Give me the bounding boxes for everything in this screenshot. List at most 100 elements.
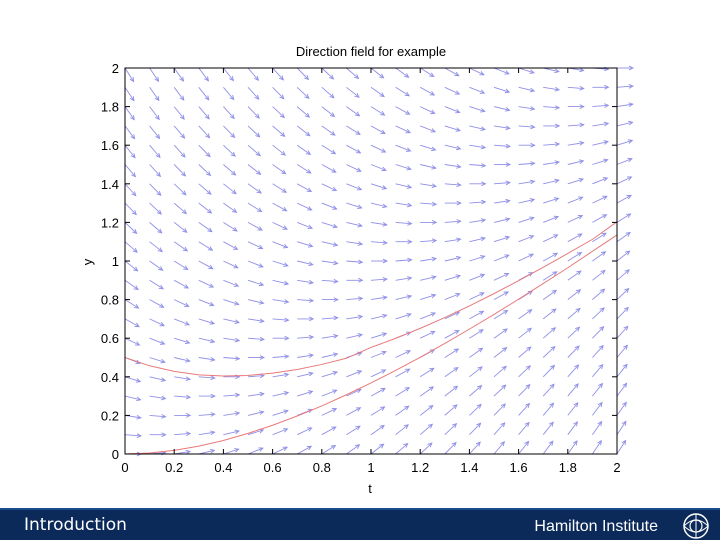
direction-arrow <box>223 222 238 232</box>
direction-arrow <box>149 202 163 215</box>
direction-arrow <box>616 401 627 416</box>
direction-arrow <box>173 164 187 177</box>
direction-arrow <box>493 422 506 436</box>
direction-arrow <box>149 106 160 121</box>
footer-institute-name: Hamilton Institute <box>534 518 658 535</box>
direction-arrow <box>149 67 160 83</box>
y-tick-label: 1.2 <box>101 215 119 230</box>
direction-arrow <box>149 183 162 196</box>
direction-arrow <box>247 391 265 397</box>
direction-arrow <box>124 87 135 102</box>
direction-arrow <box>444 348 460 358</box>
direction-arrow <box>542 252 559 262</box>
direction-arrow <box>346 259 364 265</box>
direction-arrow <box>592 158 609 165</box>
direction-arrow <box>420 164 437 170</box>
direction-arrow <box>420 144 437 152</box>
direction-arrow <box>395 86 411 97</box>
direction-arrow <box>518 198 536 204</box>
direction-arrow <box>173 144 186 158</box>
direction-arrow <box>321 202 338 210</box>
direction-arrow <box>223 429 240 436</box>
direction-arrow <box>173 222 188 233</box>
direction-arrow <box>395 350 412 358</box>
direction-arrow <box>272 299 290 304</box>
direction-arrow <box>247 67 260 81</box>
direction-arrow <box>518 86 536 93</box>
direction-arrow <box>248 355 266 360</box>
direction-arrow <box>321 352 339 358</box>
direction-arrow <box>395 220 413 226</box>
x-tick-label: 1.6 <box>510 460 528 475</box>
direction-arrow <box>518 365 532 378</box>
direction-arrow <box>592 177 609 185</box>
direction-arrow <box>321 333 339 339</box>
direction-arrow <box>542 402 555 416</box>
direction-arrow <box>371 258 389 264</box>
direction-arrow <box>395 144 412 152</box>
direction-arrow <box>567 233 583 243</box>
direction-arrow <box>272 106 286 119</box>
direction-arrow <box>149 144 161 159</box>
direction-arrow <box>223 356 241 361</box>
direction-arrow <box>567 251 583 262</box>
direction-arrow <box>124 395 142 402</box>
direction-arrow <box>173 260 189 271</box>
direction-arrow <box>149 164 162 178</box>
direction-arrow <box>173 241 189 252</box>
direction-arrow <box>616 344 629 358</box>
direction-arrow <box>469 236 486 243</box>
direction-arrow <box>543 86 561 92</box>
direction-arrow <box>518 142 536 148</box>
x-tick-label: 0.8 <box>313 460 331 475</box>
direction-arrow <box>149 87 160 102</box>
direction-arrow <box>469 310 485 320</box>
direction-arrow <box>272 221 289 230</box>
direction-arrow <box>198 87 210 101</box>
direction-arrow <box>198 222 213 233</box>
footer-bar: Introduction Hamilton Institute <box>0 508 720 540</box>
direction-arrow <box>543 141 561 147</box>
direction-arrow <box>321 86 335 99</box>
direction-arrow <box>395 239 413 245</box>
direction-arrow <box>346 67 360 80</box>
direction-arrow <box>297 408 314 416</box>
direction-arrow <box>420 330 436 339</box>
direction-arrow <box>247 428 265 436</box>
direction-arrow <box>223 67 235 82</box>
direction-arrow <box>346 425 361 436</box>
direction-arrow <box>174 299 190 307</box>
direction-arrow <box>493 86 511 94</box>
direction-arrow <box>395 368 411 378</box>
direction-arrow <box>592 439 602 455</box>
direction-arrow <box>370 202 388 209</box>
direction-arrow <box>296 445 313 455</box>
direction-arrow <box>370 221 388 227</box>
direction-arrow <box>518 327 533 339</box>
direction-arrow <box>543 215 560 223</box>
direction-arrow <box>223 183 237 195</box>
direction-arrow <box>370 144 387 153</box>
direction-arrow <box>297 334 315 340</box>
direction-arrow <box>518 106 536 111</box>
direction-arrow <box>493 235 511 243</box>
direction-arrow <box>592 307 605 320</box>
direction-arrow <box>469 422 482 436</box>
direction-arrow <box>444 330 460 339</box>
direction-arrow <box>518 67 535 74</box>
direction-arrow <box>592 251 607 262</box>
direction-arrow <box>567 364 580 378</box>
footer-section-title: Introduction <box>24 515 127 535</box>
direction-arrow <box>469 255 486 262</box>
direction-arrow <box>297 371 314 378</box>
direction-arrow <box>395 125 412 134</box>
direction-arrow <box>173 183 187 196</box>
direction-arrow <box>149 376 167 382</box>
direction-arrow <box>321 389 338 397</box>
direction-arrow <box>592 103 610 109</box>
direction-arrow <box>346 106 361 117</box>
direction-arrow <box>592 140 609 146</box>
direction-arrow <box>469 384 483 397</box>
direction-arrow <box>469 163 487 168</box>
direction-arrow <box>321 164 337 173</box>
